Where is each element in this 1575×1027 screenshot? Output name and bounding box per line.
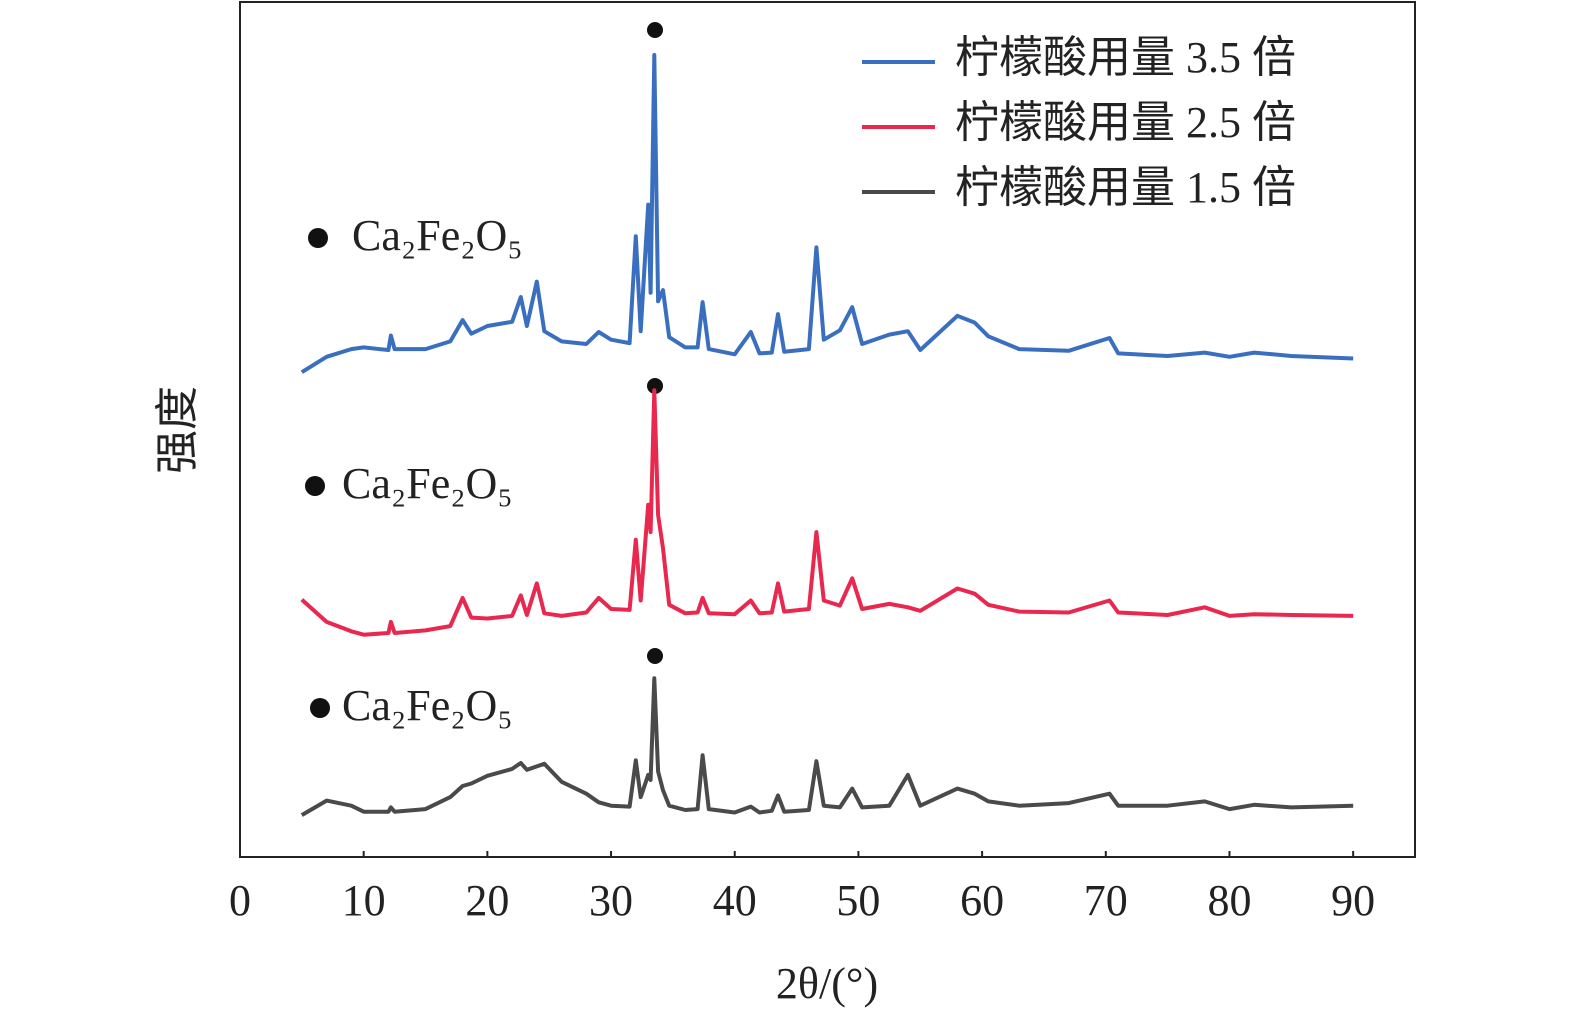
y-axis-label: 强度 <box>153 386 202 474</box>
x-tick-label: 70 <box>1084 876 1128 925</box>
data-line <box>300 388 1354 637</box>
phase-marker <box>310 698 330 718</box>
phase-label: Ca₂Fe₂O₅ <box>352 211 523 260</box>
x-tick-label: 40 <box>713 876 757 925</box>
x-tick-label: 50 <box>836 876 880 925</box>
legend-label: 柠檬酸用量 1.5 倍 <box>955 163 1296 212</box>
x-tick-label: 60 <box>960 876 1004 925</box>
legend-label: 柠檬酸用量 3.5 倍 <box>955 33 1296 82</box>
plot-frame <box>239 1 1416 858</box>
phase-marker <box>305 476 325 496</box>
x-tick-label: 0 <box>229 876 251 925</box>
x-tick-label: 80 <box>1207 876 1251 925</box>
x-tick-label: 30 <box>589 876 633 925</box>
peak-marker <box>647 22 663 38</box>
data-line <box>300 53 1354 374</box>
x-tick-label: 10 <box>342 876 386 925</box>
x-axis-label: 2θ/(°) <box>776 959 878 1008</box>
x-tick-label: 90 <box>1331 876 1375 925</box>
phase-label: Ca₂Fe₂O₅ <box>342 681 513 730</box>
peak-marker <box>647 648 663 664</box>
phase-label: Ca₂Fe₂O₅ <box>342 459 513 508</box>
peak-marker <box>647 378 663 394</box>
phase-marker <box>308 228 328 248</box>
x-tick-label: 20 <box>465 876 509 925</box>
legend-label: 柠檬酸用量 2.5 倍 <box>955 98 1296 147</box>
data-line <box>300 676 1354 817</box>
